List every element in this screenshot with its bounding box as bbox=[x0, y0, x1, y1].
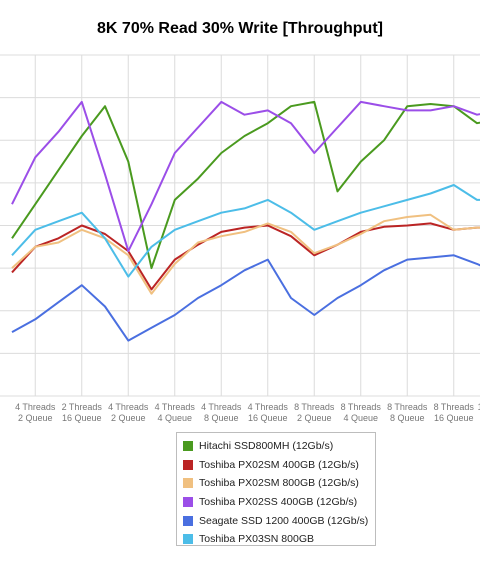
legend-label: Seagate SSD 1200 400GB (12Gb/s) bbox=[199, 514, 369, 527]
x-tick-label: 4 Queue bbox=[157, 413, 192, 423]
x-tick-label: 8 Threads bbox=[387, 402, 428, 412]
legend-label: Toshiba PX02SS 400GB (12Gb/s) bbox=[199, 496, 358, 509]
legend-label: Toshiba PX02SM 800GB (12Gb/s) bbox=[199, 477, 359, 490]
legend-swatch bbox=[183, 459, 193, 470]
x-tick-label: 4 Threads bbox=[155, 402, 196, 412]
legend-item: Toshiba PX02SM 800GB (12Gb/s) bbox=[183, 474, 369, 493]
legend-item: Toshiba PX03SN 800GB bbox=[183, 530, 369, 549]
legend-label: Toshiba PX02SM 400GB (12Gb/s) bbox=[199, 458, 359, 471]
x-tick-label: 2 Queue bbox=[18, 413, 53, 423]
x-tick-label: 4 Threads bbox=[248, 402, 289, 412]
series-line bbox=[11, 213, 480, 295]
x-tick-label: 4 Queue bbox=[343, 413, 378, 423]
x-tick-label: 2 Queue bbox=[297, 413, 332, 423]
legend-label: Hitachi SSD800MH (12Gb/s) bbox=[199, 440, 334, 453]
x-tick-label: 16 Queue bbox=[434, 413, 474, 423]
series-line bbox=[11, 254, 480, 342]
legend-item: Hitachi SSD800MH (12Gb/s) bbox=[183, 437, 369, 456]
x-tick-label: 16 Threads bbox=[478, 402, 480, 412]
legend: Hitachi SSD800MH (12Gb/s) Toshiba PX02SM … bbox=[176, 432, 376, 546]
series-line bbox=[11, 184, 480, 278]
legend-item: Seagate SSD 1200 400GB (12Gb/s) bbox=[183, 511, 369, 530]
x-tick-label: 2 Threads bbox=[62, 402, 103, 412]
legend-swatch bbox=[183, 478, 193, 489]
legend-swatch bbox=[183, 515, 193, 526]
legend-swatch bbox=[183, 497, 193, 508]
legend-swatch bbox=[183, 441, 193, 452]
x-tick-label: 8 Threads bbox=[294, 402, 335, 412]
x-tick-label: 16 Queue bbox=[248, 413, 288, 423]
x-tick-label: 4 Threads bbox=[201, 402, 242, 412]
x-tick-label: 8 Threads bbox=[341, 402, 382, 412]
x-tick-label: 4 Threads bbox=[15, 402, 56, 412]
legend-label: Toshiba PX03SN 800GB bbox=[199, 533, 314, 546]
series-line bbox=[11, 100, 480, 253]
legend-item: Toshiba PX02SS 400GB (12Gb/s) bbox=[183, 493, 369, 512]
chart-title: 8K 70% Read 30% Write [Throughput] bbox=[97, 20, 383, 37]
x-tick-label: 2 Queue bbox=[111, 413, 146, 423]
x-tick-label: 4 Threads bbox=[108, 402, 149, 412]
legend-item: Toshiba PX02SM 400GB (12Gb/s) bbox=[183, 456, 369, 475]
x-tick-label: 16 Queue bbox=[62, 413, 102, 423]
series-line bbox=[11, 222, 480, 291]
series-lines bbox=[11, 100, 480, 342]
x-tick-label: 8 Queue bbox=[204, 413, 239, 423]
x-tick-label: 8 Threads bbox=[434, 402, 475, 412]
legend-swatch bbox=[183, 534, 193, 545]
x-tick-label: 8 Queue bbox=[390, 413, 425, 423]
series-line bbox=[11, 100, 480, 270]
